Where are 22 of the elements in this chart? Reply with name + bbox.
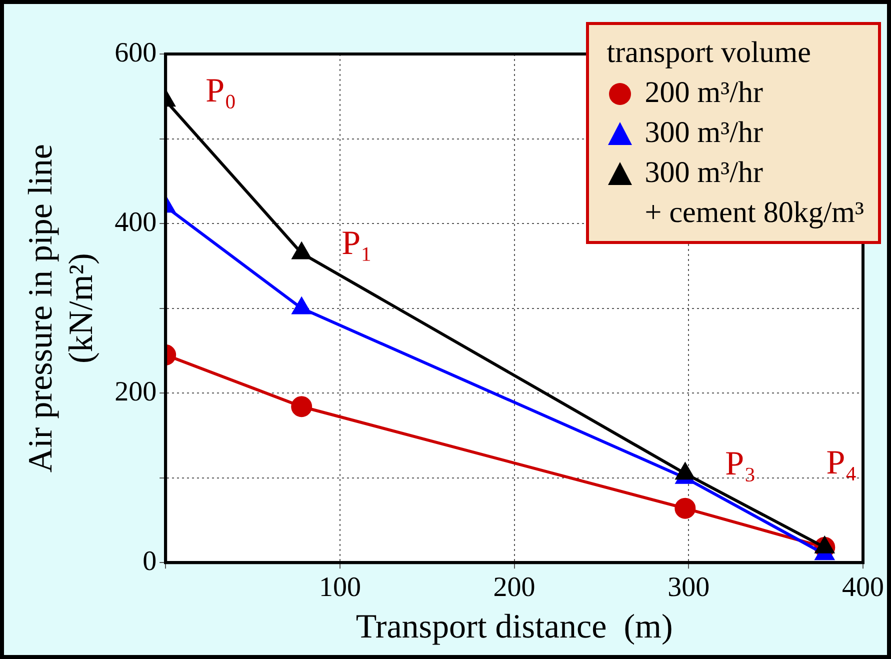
annotation: P₄ bbox=[826, 444, 858, 482]
x-tick-label: 100 bbox=[318, 572, 361, 603]
y-tick-label: 200 bbox=[114, 376, 157, 408]
x-axis-title: Transport distance (m) bbox=[356, 608, 673, 646]
y-tick-label: 600 bbox=[114, 37, 157, 68]
x-tick-label: 300 bbox=[668, 572, 710, 603]
legend-label: 300 m³/hr bbox=[644, 115, 763, 151]
x-tick-label: 400 bbox=[842, 572, 884, 603]
y-axis-title: Air pressure in pipe line (kN/m²) bbox=[22, 144, 100, 473]
legend-label: 300 m³/hr + cement 80kg/m³ bbox=[644, 155, 864, 231]
point bbox=[292, 298, 311, 314]
point bbox=[676, 463, 694, 480]
y-tick-label: 400 bbox=[114, 206, 157, 238]
y-tick-label: 0 bbox=[142, 546, 157, 577]
point bbox=[815, 536, 834, 554]
legend-label: 200 m³/hr bbox=[644, 75, 763, 111]
annotation: P₀ bbox=[206, 72, 236, 110]
legend-title: transport volume bbox=[606, 35, 812, 71]
point bbox=[292, 242, 311, 260]
x-tick-label: 200 bbox=[493, 572, 536, 603]
annotation: P₃ bbox=[725, 446, 756, 483]
annotation: P₁ bbox=[342, 225, 372, 262]
